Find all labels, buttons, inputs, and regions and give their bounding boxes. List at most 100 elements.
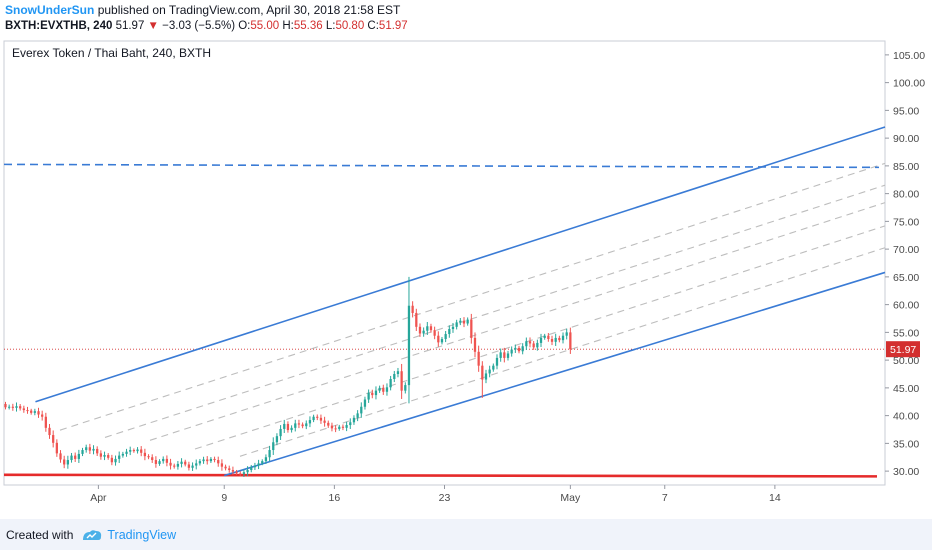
resistance-dashed-line xyxy=(3,163,880,169)
candle-body xyxy=(528,341,532,344)
candle-body xyxy=(499,352,502,358)
candle-body xyxy=(154,460,158,464)
candle-body xyxy=(440,339,444,343)
candle-body xyxy=(48,427,51,436)
tradingview-brand-link[interactable]: TradingView xyxy=(107,527,177,542)
y-tick-label: 90.00 xyxy=(893,133,919,145)
candle-body xyxy=(275,436,279,443)
candles xyxy=(4,276,572,477)
candle-body xyxy=(165,458,169,463)
candle-body xyxy=(477,351,480,366)
candle-body xyxy=(261,461,264,464)
x-axis: Apr 9 16 23 May 7 14 xyxy=(90,485,781,504)
candle-body xyxy=(66,460,69,465)
candle-body xyxy=(99,453,103,457)
open-value: 55.00 xyxy=(250,20,280,32)
candle-body xyxy=(565,332,568,336)
price-chart[interactable]: 51.97 30.00 35.00 40.00 45.00 50.00 55.00 60.0… xyxy=(0,37,932,519)
x-tick-label: 23 xyxy=(439,492,451,504)
channel-fib-lines xyxy=(59,162,886,457)
candle-body xyxy=(169,462,172,466)
candle-body xyxy=(393,374,396,379)
candle-body xyxy=(352,417,356,423)
candle-body xyxy=(382,387,385,392)
candle-body xyxy=(209,458,213,462)
candle-body xyxy=(290,427,293,431)
candle-body xyxy=(433,330,436,336)
author-link[interactable]: SnowUnderSun xyxy=(5,3,95,17)
y-tick-label: 45.00 xyxy=(893,383,919,395)
close-value: 51.97 xyxy=(378,20,408,32)
candle-body xyxy=(220,463,224,467)
y-tick-label: 55.00 xyxy=(893,327,919,339)
candle-body xyxy=(554,337,557,342)
candle-body xyxy=(294,423,297,428)
candle-body xyxy=(77,453,80,459)
candle-body xyxy=(19,406,22,409)
candle-body xyxy=(129,450,132,452)
y-tick-label: 85.00 xyxy=(893,161,919,173)
candle-body xyxy=(400,371,403,391)
candle-body xyxy=(85,447,88,451)
y-tick-label: 95.00 xyxy=(893,105,919,117)
candle-body xyxy=(418,326,422,334)
candle-body xyxy=(367,392,370,400)
high-label: H: xyxy=(282,20,294,32)
y-tick-label: 60.00 xyxy=(893,300,919,312)
candle-body xyxy=(70,455,73,461)
symbol-line: BXTH:EVXTHB, 240 51.97 ▼ −3.03 (−5.5%) O… xyxy=(5,18,925,34)
candle-body xyxy=(213,458,216,461)
candle-body xyxy=(484,373,488,380)
candle-body xyxy=(242,472,246,474)
chart-title: Everex Token / Thai Baht, 240, BXTH xyxy=(12,46,211,60)
candle-body xyxy=(305,423,308,427)
candle-body xyxy=(37,411,40,415)
candle-body xyxy=(319,417,323,421)
candle-body xyxy=(110,457,114,463)
candle-body xyxy=(473,337,477,352)
candle-body xyxy=(444,334,447,340)
plot-frame xyxy=(3,40,886,486)
y-tick-label: 70.00 xyxy=(893,244,919,256)
candle-body xyxy=(286,423,290,431)
candle-body xyxy=(422,330,425,334)
open-label: O: xyxy=(238,20,251,32)
candle-body xyxy=(363,399,367,407)
close-label: C: xyxy=(367,20,379,32)
candle-body xyxy=(264,457,268,462)
y-tick-label: 80.00 xyxy=(893,189,919,201)
candle-body xyxy=(338,426,341,429)
candle-body xyxy=(114,458,117,463)
candle-body xyxy=(466,319,469,324)
candle-body xyxy=(15,406,18,408)
candle-body xyxy=(517,347,521,352)
candle-body xyxy=(136,449,139,452)
candle-body xyxy=(22,408,25,411)
candle-body xyxy=(180,461,183,464)
y-tick-label: 35.00 xyxy=(893,438,919,450)
candle-body xyxy=(103,455,106,457)
candle-body xyxy=(455,322,458,327)
y-tick-label: 100.00 xyxy=(893,78,925,90)
candle-body xyxy=(407,305,411,386)
candle-body xyxy=(268,450,271,458)
candle-body xyxy=(506,353,510,358)
last-price-label: 51.97 xyxy=(890,344,916,356)
candle-body xyxy=(158,461,161,464)
candle-body xyxy=(176,463,180,467)
candle-body xyxy=(510,349,513,354)
candle-body xyxy=(88,447,91,451)
candle-body xyxy=(459,320,462,323)
change-arrow-icon: ▼ xyxy=(147,20,159,32)
candle-body xyxy=(184,461,187,465)
candle-body xyxy=(411,305,414,313)
candle-body xyxy=(385,387,389,392)
candle-body xyxy=(536,342,539,348)
candle-body xyxy=(41,414,44,417)
support-line xyxy=(3,473,878,478)
candle-body xyxy=(323,420,326,423)
change-value: −3.03 (−5.5%) xyxy=(162,20,236,32)
channel-dashed-line xyxy=(104,184,886,438)
candle-body xyxy=(52,435,55,443)
last-price-badge xyxy=(886,341,920,358)
